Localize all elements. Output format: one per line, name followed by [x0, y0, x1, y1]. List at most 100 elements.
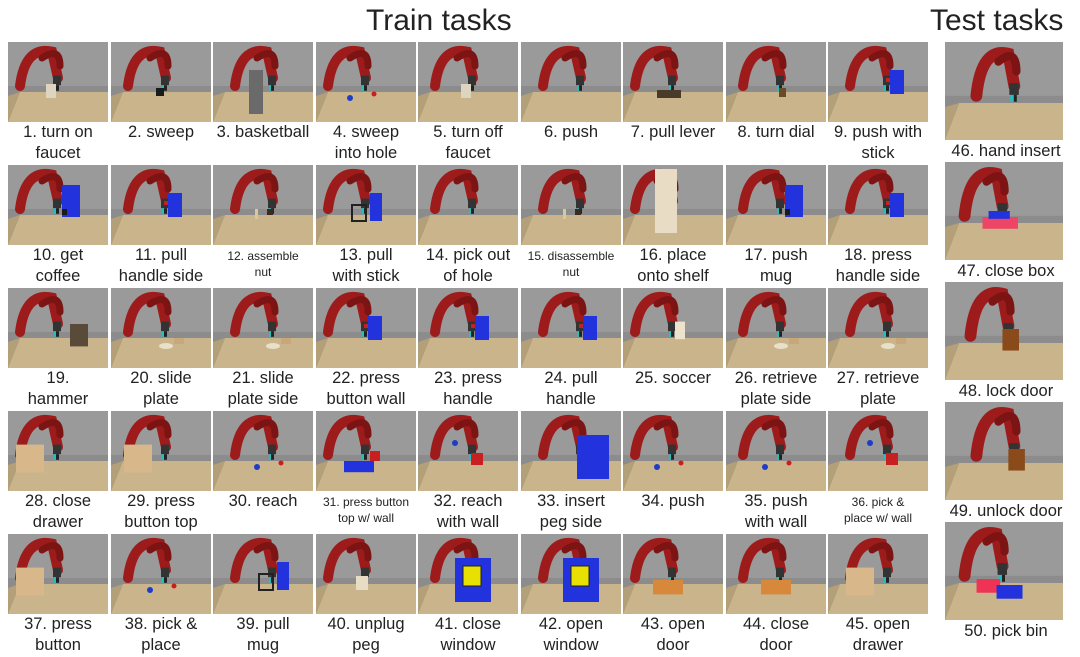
caption-line: 39. pull — [236, 615, 290, 633]
test-task-caption: 46. hand insert — [951, 142, 1061, 160]
train-task-caption: 40. unplug peg — [310, 614, 422, 656]
train-task-caption: 19. hammer — [2, 368, 114, 410]
train-task-caption: 28. close drawer — [2, 491, 114, 533]
train-task-caption: 42. open window — [515, 614, 627, 656]
test-task-thumbnail — [945, 162, 1063, 260]
train-task-thumbnail — [111, 534, 211, 614]
train-task-caption: 34. push — [617, 491, 729, 533]
train-task-caption: 8. turn dial — [720, 122, 832, 164]
test-task-cell: 50. pick bin — [943, 522, 1075, 642]
caption-line: 3. basketball — [216, 123, 310, 141]
caption-line: 13. pull — [339, 246, 393, 264]
train-task-thumbnail — [623, 165, 723, 245]
caption-line: drawer — [32, 513, 84, 531]
train-task-cell: 2. sweep — [111, 42, 213, 165]
test-task-cell: 47. close box — [943, 162, 1075, 282]
caption-line: 28. close — [24, 492, 92, 510]
caption-line — [720, 143, 832, 164]
caption-line: 19. — [46, 369, 70, 387]
caption-line — [207, 512, 319, 533]
train-task-thumbnail — [828, 534, 928, 614]
caption-line: button — [35, 636, 81, 654]
train-task-thumbnail — [521, 165, 621, 245]
train-task-caption: 18. press handle side — [822, 245, 934, 287]
train-task-thumbnail — [111, 288, 211, 368]
train-task-cell: 4. sweep into hole — [316, 42, 418, 165]
train-task-thumbnail — [316, 534, 416, 614]
train-task-thumbnail — [316, 42, 416, 122]
train-task-cell: 25. soccer — [623, 288, 725, 411]
caption-line: window — [543, 636, 599, 654]
caption-line: of hole — [443, 267, 493, 285]
caption-line: 26. retrieve — [734, 369, 818, 387]
train-task-cell: 42. open window — [521, 534, 623, 657]
train-task-thumbnail — [316, 411, 416, 491]
caption-line: 20. slide — [130, 369, 192, 387]
train-task-caption: 33. insert peg side — [515, 491, 627, 533]
train-task-caption: 11. pull handle side — [105, 245, 217, 287]
train-task-thumbnail — [418, 42, 518, 122]
caption-line: 18. press — [844, 246, 912, 264]
train-task-caption: 30. reach — [207, 491, 319, 533]
train-task-cell: 44. close door — [726, 534, 828, 657]
test-tasks-header: Test tasks — [930, 4, 1064, 37]
caption-line: 11. pull — [135, 246, 187, 264]
caption-line: handle — [546, 390, 596, 408]
train-task-cell: 5. turn off faucet — [418, 42, 520, 165]
caption-line: 31. press button — [322, 495, 410, 509]
caption-line — [617, 389, 729, 410]
train-task-thumbnail — [316, 288, 416, 368]
caption-line: 6. push — [543, 123, 599, 141]
train-task-caption: 3. basketball — [207, 122, 319, 164]
caption-line: 10. get — [32, 246, 84, 264]
train-task-caption: 36. pick & place w/ wall — [822, 494, 934, 526]
caption-line: 33. insert — [537, 492, 605, 510]
train-task-thumbnail — [213, 165, 313, 245]
train-task-caption: 10. get coffee — [2, 245, 114, 287]
train-task-caption: 2. sweep — [105, 122, 217, 164]
caption-line: 32. reach — [433, 492, 503, 510]
train-task-thumbnail — [623, 411, 723, 491]
train-task-caption: 23. press handle — [412, 368, 524, 410]
train-task-caption: 45. open drawer — [822, 614, 934, 656]
caption-line: 36. pick & — [851, 495, 905, 509]
caption-line: button top — [124, 513, 198, 531]
train-tasks-grid: 1. turn on faucet 2. sweep 3. basketball 4… — [8, 42, 932, 657]
test-task-thumbnail — [945, 402, 1063, 500]
caption-line: faucet — [445, 144, 491, 162]
train-task-caption: 38. pick & place — [105, 614, 217, 656]
train-task-thumbnail — [213, 42, 313, 122]
train-task-thumbnail — [726, 288, 826, 368]
caption-line: 42. open — [538, 615, 604, 633]
caption-line: door — [656, 636, 690, 654]
train-task-caption: 12. assemble nut — [207, 248, 319, 280]
train-task-thumbnail — [418, 288, 518, 368]
caption-line: peg side — [539, 513, 603, 531]
caption-line: place w/ wall — [843, 511, 913, 525]
caption-line: drawer — [852, 636, 904, 654]
train-task-thumbnail — [623, 534, 723, 614]
train-task-caption: 27. retrieve plate — [822, 368, 934, 410]
train-task-caption: 6. push — [515, 122, 627, 164]
caption-line — [617, 143, 729, 164]
train-task-caption: 35. push with wall — [720, 491, 832, 533]
train-task-cell: 1. turn on faucet — [8, 42, 110, 165]
train-task-caption: 14. pick out of hole — [412, 245, 524, 287]
train-task-thumbnail — [213, 534, 313, 614]
train-task-thumbnail — [726, 411, 826, 491]
test-task-caption: 48. lock door — [958, 382, 1054, 400]
caption-line: 14. pick out — [425, 246, 511, 264]
caption-line: top w/ wall — [337, 511, 395, 525]
train-task-caption: 44. close door — [720, 614, 832, 656]
train-task-cell: 9. push with stick — [828, 42, 930, 165]
train-task-cell: 26. retrieve plate side — [726, 288, 828, 411]
train-task-cell: 30. reach — [213, 411, 315, 534]
train-task-thumbnail — [726, 42, 826, 122]
caption-line: 9. push with — [833, 123, 923, 141]
train-task-thumbnail — [521, 534, 621, 614]
train-task-cell: 14. pick out of hole — [418, 165, 520, 288]
train-task-thumbnail — [111, 411, 211, 491]
train-task-caption: 9. push with stick — [822, 122, 934, 164]
caption-line: handle — [443, 390, 493, 408]
train-task-thumbnail — [521, 411, 621, 491]
